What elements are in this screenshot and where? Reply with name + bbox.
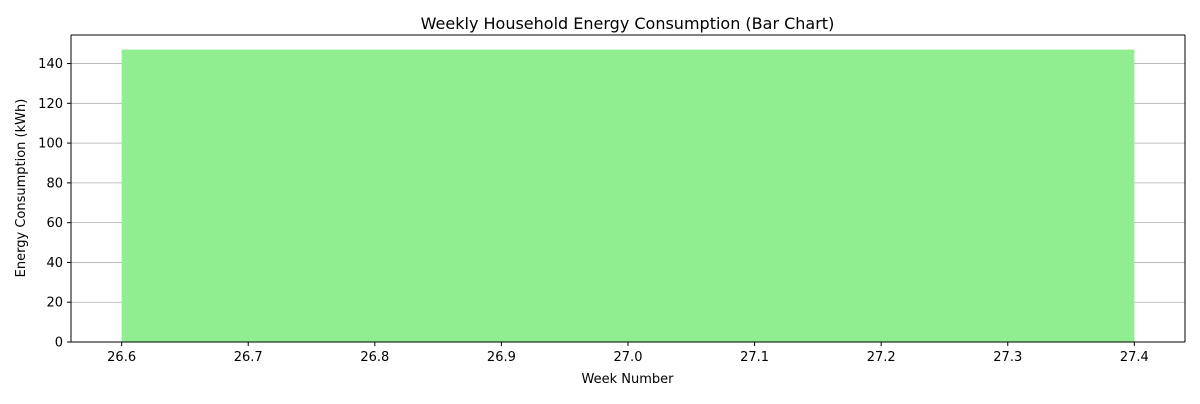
chart-title: Weekly Household Energy Consumption (Bar…	[421, 14, 835, 33]
y-tick-label: 40	[46, 256, 63, 271]
y-axis-label: Energy Consumption (kWh)	[14, 99, 29, 278]
x-tick-label: 26.8	[360, 350, 389, 365]
x-tick-label: 27.2	[867, 350, 896, 365]
bar	[121, 49, 1135, 342]
x-tick-label: 26.9	[487, 350, 516, 365]
y-tick-label: 0	[55, 336, 63, 351]
x-tick-label: 27.0	[614, 350, 643, 365]
y-tick-label: 80	[46, 176, 63, 191]
x-tick-label: 26.7	[234, 350, 263, 365]
bars	[121, 49, 1135, 342]
x-tick-label: 26.6	[107, 350, 136, 365]
tick-labels: 0 20 40 60 80 100 120 140 26.6 26.7 26.8 26.9 27.0 27…	[38, 57, 1149, 365]
y-tick-label: 100	[38, 137, 63, 152]
x-tick-label: 27.1	[740, 350, 769, 365]
x-tick-label: 27.3	[993, 350, 1022, 365]
y-tick-label: 120	[38, 97, 63, 112]
x-tick-label: 27.4	[1120, 350, 1149, 365]
x-axis-label: Week Number	[582, 372, 675, 387]
y-tick-label: 140	[38, 57, 63, 72]
y-tick-label: 20	[46, 296, 63, 311]
y-tick-label: 60	[46, 216, 63, 231]
